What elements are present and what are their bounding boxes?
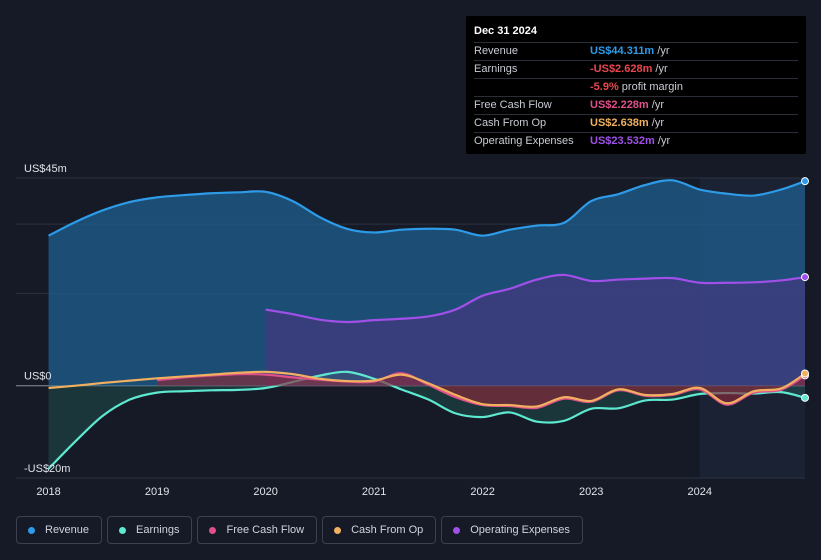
x-tick-label: 2024 — [687, 486, 711, 498]
chart-axes: US$45m US$0 -US$20m 2018 2019 2020 2021 2022 202… — [24, 163, 712, 498]
tooltip-row: Free Cash Flow US$2.228m /yr — [474, 97, 798, 115]
revenue-end-marker — [801, 177, 809, 186]
tooltip-row-value: US$23.532m /yr — [590, 135, 671, 147]
legend-item-operating-expenses[interactable]: Operating Expenses — [441, 516, 583, 544]
cash-from-op-line — [48, 370, 806, 408]
operating-expenses-area — [265, 274, 805, 386]
legend-label: Operating Expenses — [470, 524, 570, 536]
tooltip-row-unit: /yr — [648, 99, 664, 111]
legend-label: Free Cash Flow — [226, 524, 305, 536]
earnings-area — [48, 371, 806, 469]
legend-dot-icon — [119, 526, 127, 534]
tooltip-row-value: US$2.228m /yr — [590, 99, 664, 111]
tooltip-row-label: Free Cash Flow — [474, 99, 552, 111]
cash-from-op-end-marker — [801, 369, 809, 378]
tooltip-row: Revenue US$44.311m /yr — [474, 43, 798, 61]
tooltip-row: Cash From Op US$2.638m /yr — [474, 115, 798, 133]
x-tick-label: 2023 — [579, 486, 603, 498]
x-tick-label: 2020 — [253, 486, 277, 498]
tooltip-row-value: -5.9% profit margin — [590, 81, 683, 93]
legend-label: Earnings — [136, 524, 180, 536]
tooltip-row-label: Revenue — [474, 45, 519, 57]
tooltip-row-unit: /yr — [654, 45, 670, 57]
y-tick-label: -US$20m — [24, 463, 70, 475]
tooltip-row-label: Operating Expenses — [474, 135, 574, 147]
tooltip-row-label: Earnings — [474, 63, 518, 75]
tooltip-row: Earnings -US$2.628m /yr — [474, 61, 798, 79]
legend-dot-icon — [453, 526, 461, 534]
tooltip-row: -5.9% profit margin — [474, 79, 798, 97]
tooltip-row-value: US$44.311m /yr — [590, 45, 670, 57]
x-tick-label: 2022 — [470, 486, 494, 498]
y-tick-label: US$45m — [24, 163, 67, 175]
legend-label: Revenue — [45, 524, 90, 536]
earnings-line — [47, 370, 806, 470]
free-cash-flow-area — [157, 373, 806, 409]
legend-item-free-cash-flow[interactable]: Free Cash Flow — [197, 516, 318, 544]
legend-dot-icon — [209, 526, 217, 534]
legend-item-revenue[interactable]: Revenue — [16, 516, 103, 544]
legend-dot-icon — [334, 526, 342, 534]
chart-legend: Revenue Earnings Free Cash Flow Cash From O… — [16, 516, 583, 546]
tooltip-row-value: US$2.638m /yr — [590, 117, 664, 129]
legend-item-earnings[interactable]: Earnings — [107, 516, 193, 544]
data-tooltip: Dec 31 2024 Revenue US$44.311m /yr Earning… — [466, 16, 806, 154]
x-tick-label: 2018 — [36, 486, 60, 498]
chart-end-markers — [801, 177, 809, 402]
operating-expenses-end-marker — [801, 273, 809, 282]
earnings-end-marker — [801, 393, 809, 402]
legend-item-cash-from-op[interactable]: Cash From Op — [322, 516, 437, 544]
revenue-line — [48, 179, 806, 237]
tooltip-row-unit: /yr — [648, 117, 664, 129]
tooltip-row-unit: /yr — [652, 63, 668, 75]
tooltip-row: Operating Expenses US$23.532m /yr — [474, 133, 798, 150]
x-tick-label: 2021 — [362, 486, 386, 498]
tooltip-row-label: Cash From Op — [474, 117, 547, 129]
tooltip-date: Dec 31 2024 — [474, 16, 798, 43]
tooltip-row-value: -US$2.628m /yr — [590, 63, 668, 75]
y-tick-label: US$0 — [24, 371, 52, 383]
tooltip-row-unit: profit margin — [618, 81, 683, 93]
legend-dot-icon — [28, 526, 35, 534]
legend-label: Cash From Op — [351, 524, 424, 536]
x-tick-label: 2019 — [145, 486, 169, 498]
operating-expenses-line — [265, 273, 806, 324]
chart-series — [47, 179, 806, 470]
tooltip-row-unit: /yr — [654, 135, 671, 147]
